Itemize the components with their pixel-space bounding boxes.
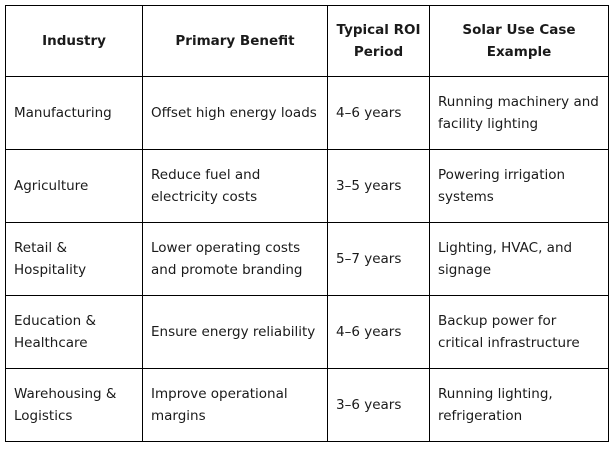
cell-roi: 4–6 years: [327, 76, 430, 150]
table-row: Agriculture Reduce fuel and electricity …: [5, 149, 609, 223]
solar-industry-table: Industry Primary Benefit Typical ROI Per…: [5, 5, 609, 442]
header-use-case: Solar Use Case Example: [429, 5, 609, 77]
cell-industry: Warehousing & Logistics: [5, 368, 143, 442]
cell-roi: 5–7 years: [327, 222, 430, 296]
cell-roi: 3–6 years: [327, 368, 430, 442]
cell-benefit: Ensure energy reliability: [142, 295, 328, 369]
table-row: Retail & Hospitality Lower operating cos…: [5, 222, 609, 296]
header-row: Industry Primary Benefit Typical ROI Per…: [5, 5, 609, 77]
table-row: Warehousing & Logistics Improve operatio…: [5, 368, 609, 442]
header-roi-period: Typical ROI Period: [327, 5, 430, 77]
cell-industry: Retail & Hospitality: [5, 222, 143, 296]
table-row: Education & Healthcare Ensure energy rel…: [5, 295, 609, 369]
table-row: Manufacturing Offset high energy loads 4…: [5, 76, 609, 150]
cell-roi: 4–6 years: [327, 295, 430, 369]
cell-benefit: Offset high energy loads: [142, 76, 328, 150]
cell-use-case: Running lighting, refrigeration: [429, 368, 609, 442]
header-industry: Industry: [5, 5, 143, 77]
cell-benefit: Lower operating costs and promote brandi…: [142, 222, 328, 296]
cell-benefit: Reduce fuel and electricity costs: [142, 149, 328, 223]
cell-industry: Agriculture: [5, 149, 143, 223]
cell-use-case: Lighting, HVAC, and signage: [429, 222, 609, 296]
cell-use-case: Running machinery and facility lighting: [429, 76, 609, 150]
cell-industry: Manufacturing: [5, 76, 143, 150]
header-primary-benefit: Primary Benefit: [142, 5, 328, 77]
cell-use-case: Powering irrigation systems: [429, 149, 609, 223]
cell-industry: Education & Healthcare: [5, 295, 143, 369]
cell-use-case: Backup power for critical infrastructure: [429, 295, 609, 369]
cell-benefit: Improve operational margins: [142, 368, 328, 442]
cell-roi: 3–5 years: [327, 149, 430, 223]
